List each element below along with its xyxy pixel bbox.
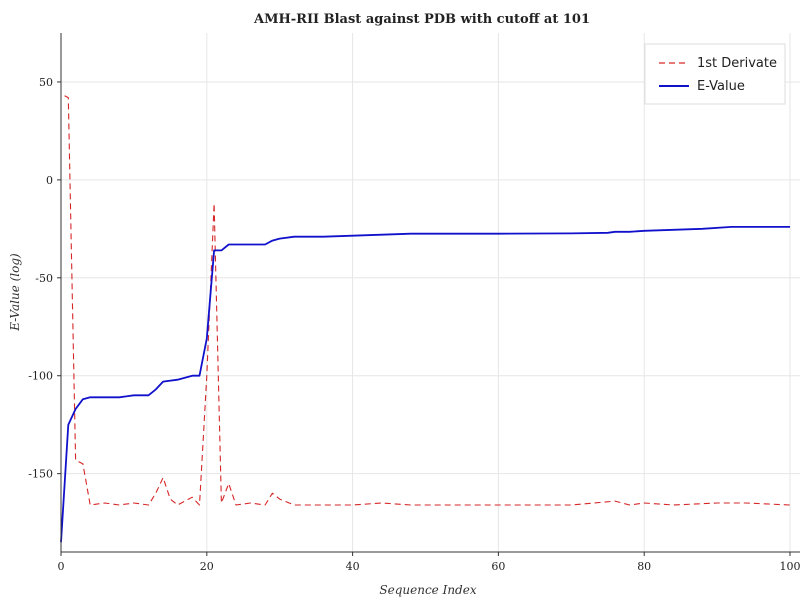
y-ticks: 50 0 -50 -100 -150 — [28, 76, 61, 481]
x-axis-label: Sequence Index — [379, 583, 476, 597]
y-tick-label: 0 — [46, 174, 53, 187]
x-ticks: 0 20 40 60 80 100 — [58, 552, 800, 573]
x-tick-label: 0 — [58, 560, 65, 573]
y-tick-label: -150 — [28, 468, 53, 481]
x-tick-label: 100 — [780, 560, 800, 573]
series-line-1st-derivate — [64, 95, 791, 506]
y-tick-label: -50 — [35, 272, 53, 285]
legend-box — [644, 43, 786, 105]
plot-area — [61, 33, 800, 552]
legend-label-1st-derivate: 1st Derivate — [697, 56, 777, 71]
x-tick-label: 20 — [200, 560, 214, 573]
series-layer — [60, 95, 791, 543]
x-tick-label: 40 — [346, 560, 360, 573]
x-tick-label: 80 — [637, 560, 651, 573]
chart-title: AMH-RII Blast against PDB with cutoff at… — [253, 12, 590, 27]
legend: 1st Derivate E-Value — [644, 43, 786, 105]
series-line-e-value — [60, 225, 790, 543]
legend-label-e-value: E-Value — [697, 79, 745, 94]
y-tick-label: -100 — [28, 370, 53, 383]
y-axis-label: E-Value (log) — [8, 253, 22, 332]
x-tick-label: 60 — [491, 560, 505, 573]
grid — [60, 33, 800, 552]
y-tick-label: 50 — [39, 76, 53, 89]
